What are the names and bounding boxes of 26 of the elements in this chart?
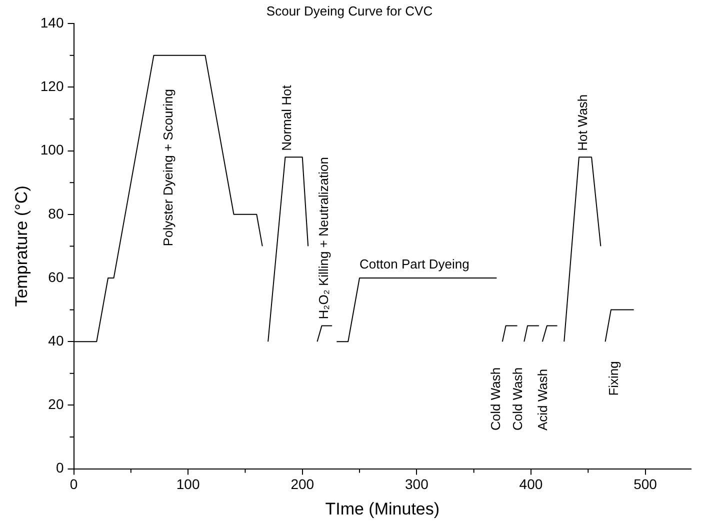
- x-tick-label: 0: [70, 476, 78, 492]
- annotation: H₂O₂ Killing + Neutralization: [316, 157, 331, 320]
- chart-title: Scour Dyeing Curve for CVC: [266, 3, 433, 18]
- x-tick-label: 400: [519, 476, 543, 492]
- annotation: Normal Hot: [278, 84, 294, 151]
- annotation: Cold Wash: [510, 367, 525, 431]
- annotation: Cotton Part Dyeing: [360, 256, 470, 272]
- annotation: Fixing: [606, 361, 622, 396]
- annotation: Acid Wash: [535, 368, 550, 431]
- y-axis-title: Temprature (°C): [12, 186, 31, 307]
- y-tick-label: 80: [48, 205, 64, 222]
- annotation: Hot Wash: [575, 94, 590, 151]
- y-tick-label: 60: [48, 268, 64, 285]
- y-tick-label: 20: [48, 396, 64, 412]
- y-tick-label: 40: [48, 332, 64, 348]
- x-tick-label: 500: [634, 476, 658, 492]
- x-tick-label: 300: [404, 476, 429, 492]
- y-tick-label: 100: [40, 142, 64, 158]
- y-tick-label: 120: [40, 78, 64, 94]
- x-tick-label: 100: [176, 476, 200, 492]
- annotation: Polyster Dyeing + Scouring: [160, 89, 176, 246]
- y-tick-label: 0: [56, 460, 64, 476]
- annotation: Cold Wash: [488, 367, 504, 431]
- x-tick-label: 200: [290, 476, 314, 492]
- y-tick-label: 140: [40, 14, 64, 30]
- x-axis-title: TIme (Minutes): [325, 499, 440, 518]
